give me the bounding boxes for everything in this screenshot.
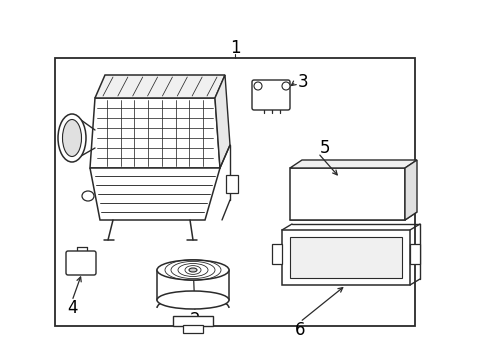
Ellipse shape (62, 120, 81, 157)
Ellipse shape (157, 260, 228, 280)
Ellipse shape (189, 268, 197, 272)
Bar (183, 325, 203, 333)
Bar (55, 58, 414, 326)
Bar (225, 175, 238, 193)
Text: 6: 6 (294, 321, 305, 339)
Bar (409, 244, 419, 264)
Ellipse shape (58, 114, 86, 162)
Bar (289, 237, 401, 278)
Ellipse shape (282, 82, 289, 90)
Bar (173, 316, 213, 326)
Text: 1: 1 (229, 39, 240, 57)
Bar (289, 168, 404, 220)
Text: 2: 2 (189, 311, 200, 329)
Text: 4: 4 (67, 299, 77, 317)
Text: 3: 3 (297, 73, 308, 91)
Text: 5: 5 (319, 139, 330, 157)
Polygon shape (90, 98, 220, 168)
Bar (282, 230, 409, 285)
Ellipse shape (82, 191, 94, 201)
Polygon shape (289, 212, 416, 220)
Polygon shape (404, 160, 416, 220)
Bar (271, 244, 282, 264)
Polygon shape (95, 75, 224, 98)
Ellipse shape (253, 82, 262, 90)
Polygon shape (289, 160, 416, 168)
Polygon shape (90, 168, 220, 220)
FancyBboxPatch shape (251, 80, 289, 110)
Polygon shape (215, 75, 229, 168)
Ellipse shape (157, 291, 228, 309)
FancyBboxPatch shape (66, 251, 96, 275)
